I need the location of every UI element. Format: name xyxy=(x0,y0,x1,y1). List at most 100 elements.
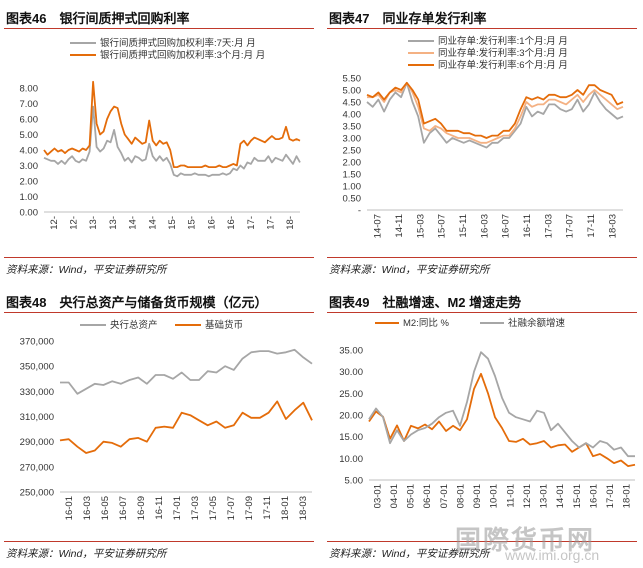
x-tick-label: 17-07 xyxy=(226,496,237,520)
x-tick-label: 16-07 xyxy=(501,214,512,238)
x-tick-label: 13- xyxy=(88,216,99,230)
x-tick-label: 16-11 xyxy=(522,214,533,238)
chart-title-46: 图表46 银行间质押式回购利率 xyxy=(6,11,190,26)
series-line xyxy=(368,351,635,458)
y-tick-label: 3.00 xyxy=(20,161,39,172)
y-tick-label: 20.00 xyxy=(339,411,363,422)
legend-label: 社融余额增速 xyxy=(508,317,566,329)
x-tick-label: 14-11 xyxy=(394,214,405,238)
y-tick-label: 5.50 xyxy=(343,74,362,85)
title-rule-47 xyxy=(327,28,637,29)
y-tick-label: 7.00 xyxy=(20,99,39,110)
x-tick-label: 15-01 xyxy=(572,484,583,508)
y-tick-label: 5.00 xyxy=(343,86,362,97)
y-tick-label: 5.00 xyxy=(345,476,364,487)
x-tick-label: 16-05 xyxy=(100,496,111,520)
y-tick-label: 0.50 xyxy=(343,194,362,205)
x-tick-label: 16-03 xyxy=(82,496,93,520)
title-rule-49 xyxy=(327,312,637,313)
x-tick-label: 17-11 xyxy=(586,214,597,238)
x-tick-label: 16-01 xyxy=(588,484,599,508)
source-note-47: 资料来源：Wind，平安证券研究所 xyxy=(329,264,490,276)
x-tick-label: 17-11 xyxy=(262,496,273,520)
y-tick-label: 2.50 xyxy=(343,146,362,157)
y-tick-label: 3.50 xyxy=(343,122,362,133)
x-tick-label: 16-09 xyxy=(136,496,147,520)
x-tick-label: 16- xyxy=(226,216,237,230)
x-tick-label: 15- xyxy=(187,216,198,230)
y-tick-label: 4.00 xyxy=(343,110,362,121)
y-tick-label: 370,000 xyxy=(20,337,54,348)
chart-panel-46: 图表46 银行间质押式回购利率 0.00 1.00 2.00 3.00 4.00 5.00… xyxy=(0,0,320,284)
watermark-url: www.imi.org.cn xyxy=(505,547,600,563)
x-tick-label: 17-03 xyxy=(543,214,554,238)
x-tick-label: 09-01 xyxy=(472,484,483,508)
chart-title-48: 图表48 央行总资产与储备货币规模（亿元） xyxy=(6,295,268,310)
x-tick-label: 16-07 xyxy=(118,496,129,520)
y-tick-label: 2.00 xyxy=(343,158,362,169)
y-tick-label: 310,000 xyxy=(20,412,54,423)
x-tick-label: 16-11 xyxy=(154,496,165,520)
x-tick-label: 05-01 xyxy=(406,484,417,508)
x-tick-label: 18-01 xyxy=(622,484,633,508)
y-tick-label: 30.00 xyxy=(339,367,363,378)
source-note-48: 资料来源：Wind，平安证券研究所 xyxy=(6,548,167,560)
x-tick-label: 17-07 xyxy=(565,214,576,238)
x-tick-label: 14-07 xyxy=(373,214,384,238)
y-tick-label: 15.00 xyxy=(339,432,363,443)
x-tick-label: 17-01 xyxy=(172,496,183,520)
source-rule-46 xyxy=(4,257,314,258)
x-tick-label: 12- xyxy=(49,216,60,230)
y-tick-label: 4.50 xyxy=(343,98,362,109)
line-chart-48: 250,000 270,000 290,000 310,000 330,000 350,0… xyxy=(20,319,313,520)
x-tick-label: 17- xyxy=(246,216,257,230)
x-tick-label: 13-01 xyxy=(539,484,550,508)
y-tick-label: 6.00 xyxy=(20,115,39,126)
chart-panel-48: 图表48 央行总资产与储备货币规模（亿元） 250,000 270,000 290,… xyxy=(0,284,320,568)
legend-label: 银行间质押式回购加权利率:7天:月 月 xyxy=(100,37,256,49)
chart-panel-49: 图表49 社融增速、M2 增速走势 5.00 10.00 15.00 20.00 25.… xyxy=(323,284,643,568)
source-rule-49 xyxy=(327,541,637,542)
y-tick-label: 10.00 xyxy=(339,454,363,465)
y-tick-label: 270,000 xyxy=(20,462,54,473)
series-line xyxy=(368,372,636,468)
x-tick-label: 16-03 xyxy=(479,214,490,238)
legend-label: 银行间质押式回购加权利率:3个月:月 月 xyxy=(100,49,265,61)
x-tick-label: 17-05 xyxy=(208,496,219,520)
series-line xyxy=(43,80,301,169)
y-tick-label: 4.00 xyxy=(20,146,39,157)
x-tick-label: 17-03 xyxy=(190,496,201,520)
y-tick-label: 350,000 xyxy=(20,362,54,373)
source-note-46: 资料来源：Wind，平安证券研究所 xyxy=(6,264,167,276)
x-tick-label: 14- xyxy=(147,216,158,230)
x-tick-label: 12-01 xyxy=(522,484,533,508)
x-tick-label: 10-01 xyxy=(489,484,500,508)
legend-label: 同业存单:发行利率:1个月:月 月 xyxy=(438,35,568,47)
y-tick-label: 330,000 xyxy=(20,387,54,398)
legend-label: 同业存单:发行利率:6个月:月 月 xyxy=(438,59,568,71)
y-tick-label: 3.00 xyxy=(343,134,362,145)
series-line xyxy=(60,348,313,395)
line-chart-46: 0.00 1.00 2.00 3.00 4.00 5.00 6.00 7.00 8.00 12- 1… xyxy=(20,37,301,230)
title-rule-46 xyxy=(4,28,314,29)
y-tick-label: - xyxy=(358,206,361,217)
title-rule-48 xyxy=(4,312,314,313)
chart-panel-47: 图表47 同业存单发行利率 -0.50 1.00 1.50 2.00 2.50 3.00 3… xyxy=(323,0,643,284)
source-rule-47 xyxy=(327,257,637,258)
x-tick-label: 15-11 xyxy=(458,214,469,238)
x-tick-label: 12- xyxy=(69,216,80,230)
x-tick-label: 14-01 xyxy=(555,484,566,508)
legend-label: M2:同比 % xyxy=(403,317,449,329)
y-tick-label: 5.00 xyxy=(20,130,39,141)
x-tick-label: 07-01 xyxy=(439,484,450,508)
legend-label: 同业存单:发行利率:3个月:月 月 xyxy=(438,47,568,59)
line-chart-47: -0.501.001.502.002.503.003.504.004.505.0… xyxy=(343,35,624,238)
watermark-logo: 国際货币网 xyxy=(455,525,596,555)
y-tick-label: 8.00 xyxy=(20,84,39,95)
source-note-49: 资料来源：Wind，平安证券研究所 xyxy=(329,548,490,560)
x-tick-label: 17-01 xyxy=(605,484,616,508)
y-tick-label: 25.00 xyxy=(339,389,363,400)
x-tick-label: 15-03 xyxy=(415,214,426,238)
y-tick-label: 1.50 xyxy=(343,170,362,181)
x-tick-label: 04-01 xyxy=(389,484,400,508)
